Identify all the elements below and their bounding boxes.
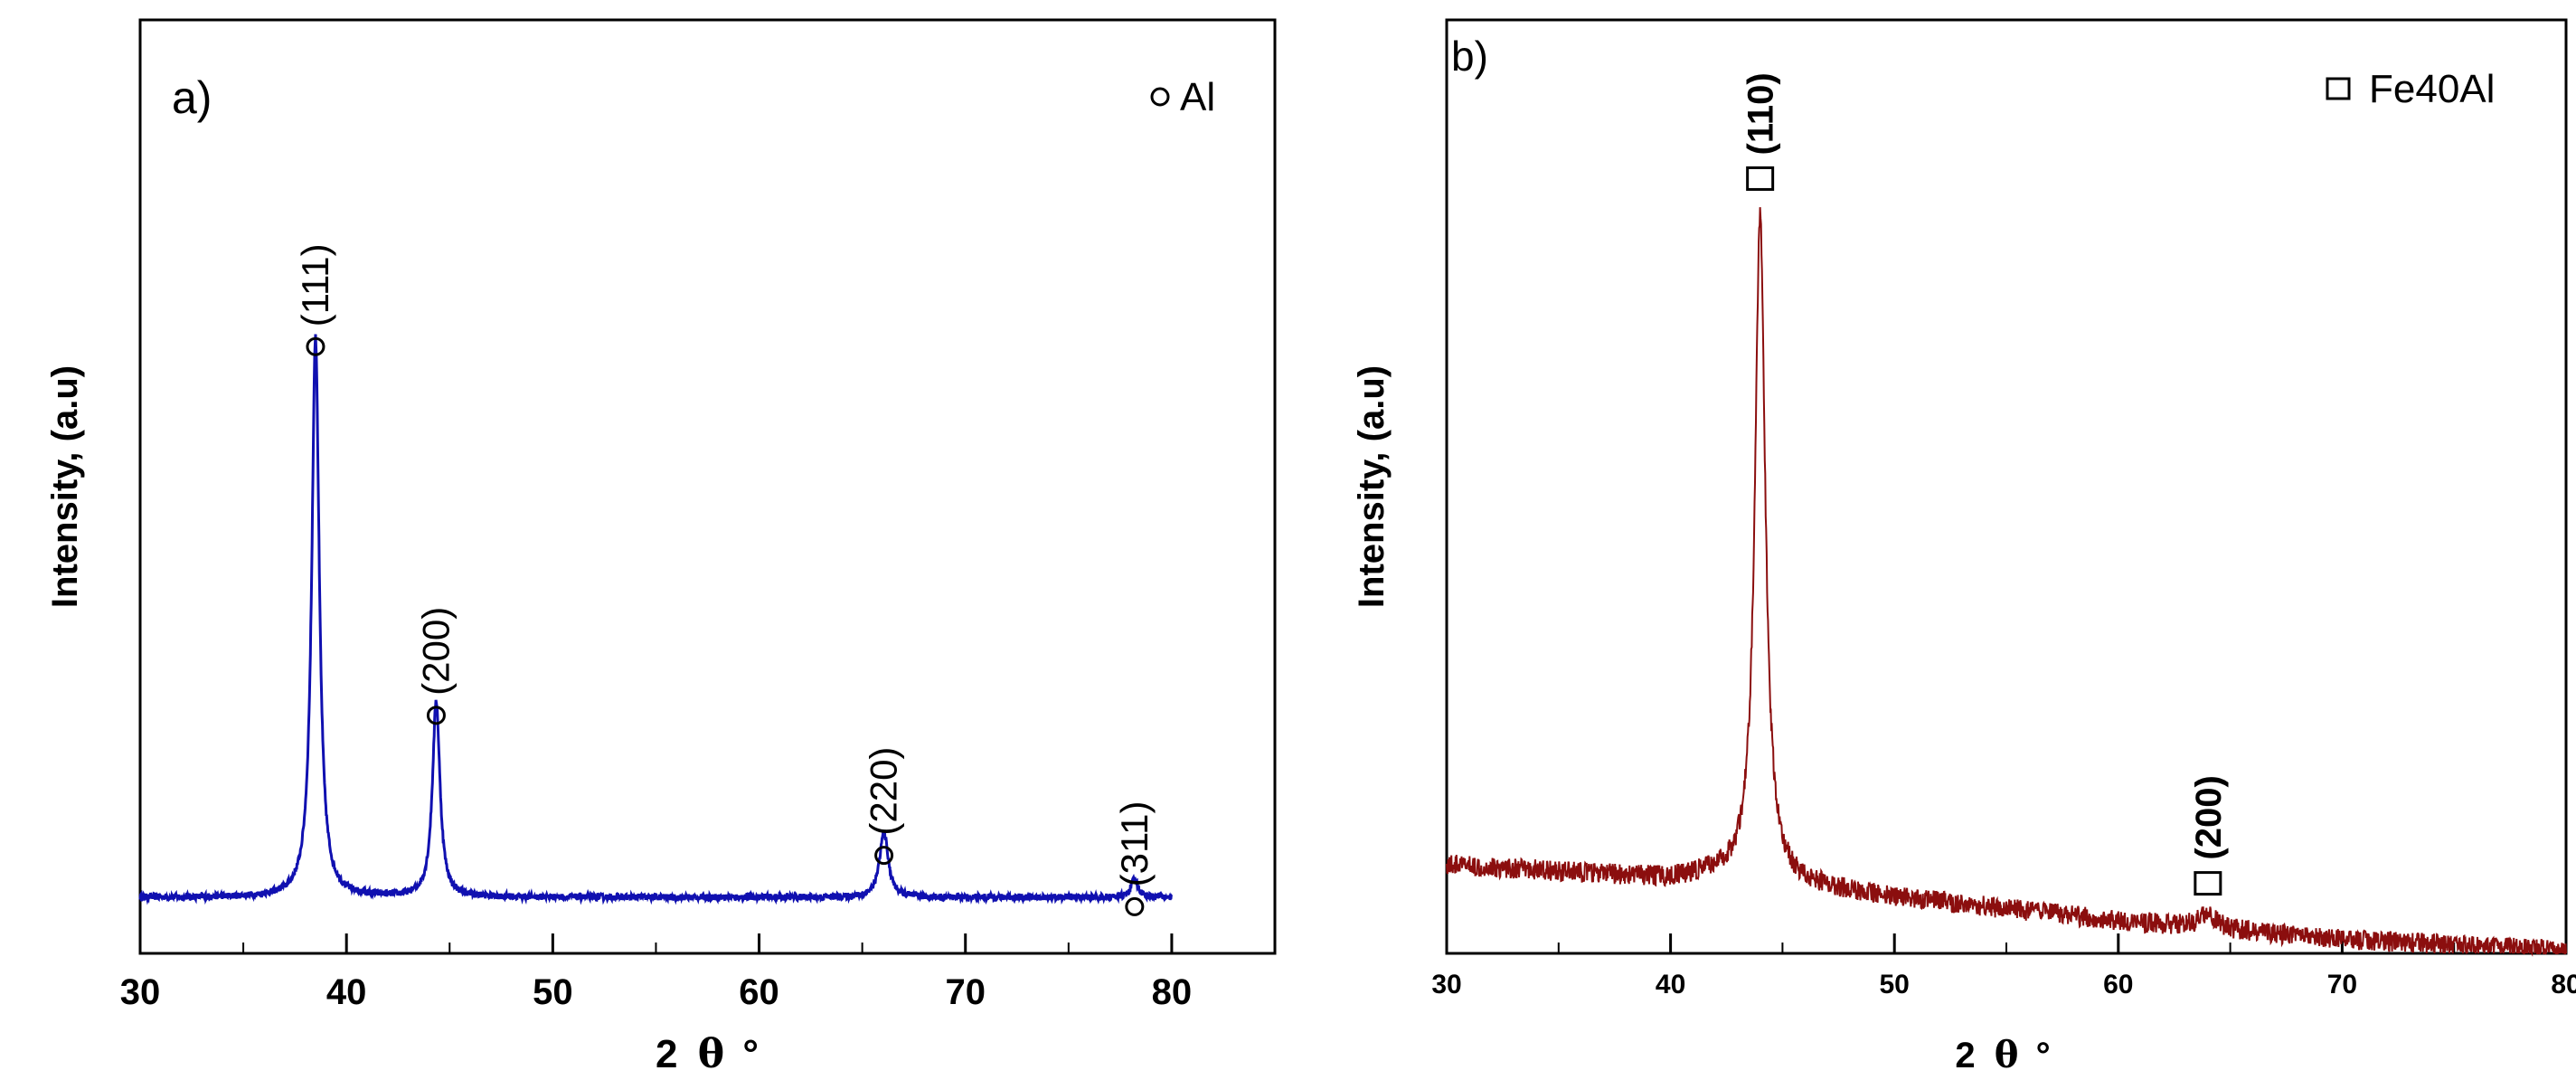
panel-b-letter: b)	[1451, 33, 1488, 80]
peak-label: (200)	[2189, 775, 2229, 859]
peak-square-icon	[2194, 871, 2222, 896]
x-tick-label: 80	[1152, 972, 1193, 1012]
x-tick-label: 50	[1880, 970, 1910, 999]
legend-circle-icon	[1150, 87, 1170, 107]
panel-a-x-tick-labels: 30 40 50 60 70 80	[120, 972, 1192, 1012]
peak-label: (110)	[1741, 72, 1781, 155]
panel-b-y-axis-title: Intensity, (a.u)	[1352, 365, 1392, 608]
peak-label: (111)	[294, 243, 336, 327]
panel-b-series-line	[1446, 207, 2567, 957]
x-tick-label: 40	[1656, 970, 1685, 999]
panel-b-x-tick-labels: 30 40 50 60 70 80	[1431, 970, 2576, 999]
panel-a-chart: a) 30 40 50 60 70 80 (111)(200)(220)(311) Al …	[45, 18, 1277, 1077]
x-tick-label: 60	[739, 972, 779, 1012]
x-tick-label: 60	[2103, 970, 2133, 999]
legend-square-icon	[2326, 77, 2351, 100]
panel-b-legend-label: Fe40Al	[2369, 67, 2495, 111]
x-tick-label: 70	[945, 972, 986, 1012]
x-tick-label: 30	[1431, 970, 1461, 999]
panel-b-x-axis-title: 2 θ °	[1955, 1034, 2050, 1076]
panel-a-y-axis-title: Intensity, (a.u)	[45, 365, 85, 608]
x-tick-label: 30	[120, 972, 161, 1012]
x-tick-label: 50	[533, 972, 573, 1012]
peak-label: (311)	[1113, 801, 1156, 886]
panel-b-peak-markers: (110) (200)	[1741, 72, 2229, 896]
x-tick-label: 70	[2327, 970, 2357, 999]
peak-label: (200)	[414, 607, 457, 696]
panel-a-x-ticks	[138, 933, 1174, 953]
panel-a-legend-label: Al	[1180, 75, 1215, 119]
peak-circle-icon	[1125, 896, 1145, 916]
panel-a-peak-markers: (111) (200) (220) (311)	[294, 243, 1156, 916]
panel-a-plot-frame	[138, 18, 1277, 955]
peak-circle-icon	[874, 846, 894, 866]
panel-b-chart: b) 30 40 50 60 70 80 (110)(200) Fe40Al 2 θ ° …	[1352, 18, 2576, 1076]
panel-a-series-line	[138, 334, 1173, 905]
panel-a-legend: Al	[1150, 75, 1215, 119]
peak-circle-icon	[306, 336, 326, 356]
x-tick-label: 80	[2551, 970, 2576, 999]
panel-a-x-axis-title: 2 θ °	[656, 1031, 759, 1077]
peak-circle-icon	[426, 706, 446, 725]
panel-b-legend: Fe40Al	[2326, 67, 2495, 111]
panel-a-letter: a)	[172, 72, 212, 123]
panel-b-plot-frame	[1445, 18, 2568, 955]
x-tick-label: 40	[326, 972, 367, 1012]
peak-square-icon	[1746, 166, 1775, 191]
peak-label: (220)	[863, 747, 905, 836]
panel-b-x-ticks	[1445, 933, 2568, 953]
